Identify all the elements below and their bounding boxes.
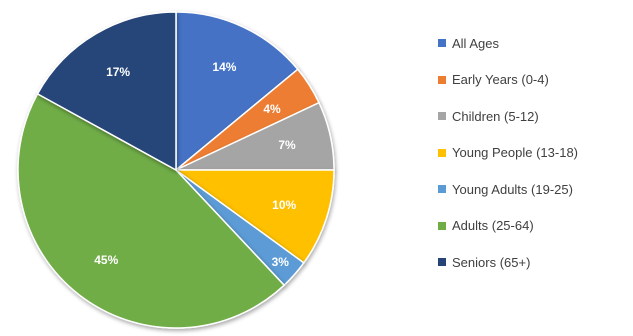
legend-label: Young Adults (19-25) — [452, 181, 573, 197]
data-label-all-ages: 14% — [212, 60, 236, 74]
legend: All Ages Early Years (0-4) Children (5-12)… — [438, 33, 628, 289]
data-label-children-5-12: 7% — [278, 138, 296, 152]
legend-item-young-people-13-18: Young People (13-18) — [438, 143, 628, 163]
legend-label: Children (5-12) — [452, 108, 539, 124]
data-label-young-adults-19-25: 3% — [272, 255, 290, 269]
pie-slices — [17, 11, 335, 329]
legend-swatch — [438, 75, 446, 84]
legend-swatch — [438, 258, 446, 266]
legend-swatch — [438, 221, 446, 230]
legend-swatch — [438, 185, 446, 193]
legend-swatch — [438, 112, 446, 120]
legend-label: Seniors (65+) — [452, 254, 531, 270]
data-label-seniors-65: 17% — [106, 65, 130, 79]
legend-label: Young People (13-18) — [452, 145, 579, 160]
pie-slice-all-ages — [175, 11, 299, 172]
legend-item-all-ages: All Ages — [438, 33, 628, 53]
legend-item-adults-25-64: Adults (25-64) — [438, 216, 628, 236]
legend-item-children-5-12: Children (5-12) — [438, 106, 628, 126]
legend-swatch — [438, 148, 446, 157]
pie-slice-young-people-13-18 — [173, 169, 335, 264]
legend-swatch — [438, 39, 446, 47]
legend-label: Early Years (0-4) — [452, 72, 549, 87]
pie-slice-adults-25-64 — [17, 92, 286, 329]
data-label-young-people-13-18: 10% — [272, 198, 296, 212]
legend-item-seniors-65: Seniors (65+) — [438, 252, 628, 272]
pie-data-labels: 14% 4% 7% 10% 3% 45% 17% — [94, 60, 296, 269]
legend-item-early-years-0-4: Early Years (0-4) — [438, 70, 628, 90]
pie-slice-seniors-65 — [36, 11, 177, 172]
legend-label: All Ages — [452, 35, 499, 51]
data-label-adults-25-64: 45% — [94, 253, 118, 267]
data-label-early-years-0-4: 4% — [263, 102, 281, 116]
legend-label: Adults (25-64) — [452, 218, 534, 233]
legend-item-young-adults-19-25: Young Adults (19-25) — [438, 179, 628, 199]
